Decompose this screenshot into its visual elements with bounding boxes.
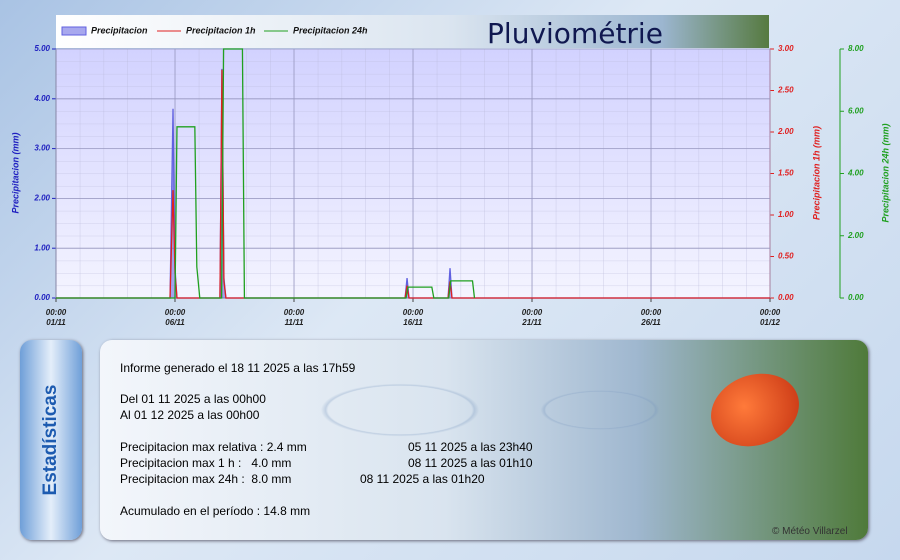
stats-title: Estadísticas	[40, 384, 61, 496]
x-tick-label: 00:00 26/11	[640, 308, 662, 327]
y3-tick-label: 2.00	[847, 231, 864, 240]
report-line: Informe generado el 18 11 2025 a las 17h…	[120, 361, 356, 375]
y3-tick-label: 4.00	[847, 169, 864, 178]
max-label: Precipitacion max 24h : 8.0 mm	[120, 472, 292, 486]
y-tick-label: 3.00	[34, 144, 50, 153]
y2-tick-label: 2.50	[777, 86, 794, 95]
total-line: Acumulado en el período : 14.8 mm	[120, 504, 311, 518]
credit: © Météo Villarzel	[772, 526, 848, 537]
y-axis-title: Precipitacion (mm)	[10, 132, 20, 213]
y2-tick-label: 2.00	[777, 127, 794, 136]
y2-tick-label: 1.00	[778, 210, 794, 219]
period-to: Al 01 12 2025 a las 00h00	[120, 408, 260, 422]
y-tick-label: 0.00	[34, 293, 50, 302]
max-when: 05 11 2025 a las 23h40	[408, 440, 533, 454]
y-tick-label: 1.00	[34, 243, 50, 252]
y-tick-label: 2.00	[33, 194, 50, 203]
ladybug-image	[700, 361, 810, 459]
y-tick-label: 5.00	[34, 44, 50, 53]
y2-tick-label: 3.00	[778, 44, 794, 53]
chart: Pluviométrie Precipitacion (mm) Precipit…	[10, 15, 890, 302]
legend-label: Precipitacion 24h	[293, 25, 368, 35]
y3-tick-label: 0.00	[848, 293, 864, 302]
max-when: 08 11 2025 a las 01h10	[408, 456, 533, 470]
max-label: Precipitacion max relativa : 2.4 mm	[120, 440, 307, 454]
stats-tab: Estadísticas	[20, 340, 82, 540]
stats-panel: Informe generado el 18 11 2025 a las 17h…	[100, 340, 868, 540]
y2-tick-label: 1.50	[778, 169, 794, 178]
y2-axis-title: Precipitacion 1h (mm)	[811, 126, 821, 220]
y3-tick-label: 6.00	[848, 106, 864, 115]
x-tick-label: 00:00 11/11	[283, 308, 305, 327]
x-tick-label: 00:00 21/11	[521, 308, 543, 327]
chart-title: Pluviométrie	[487, 17, 663, 50]
max-when: 08 11 2025 a las 01h20	[360, 472, 485, 486]
max-label: Precipitacion max 1 h : 4.0 mm	[120, 456, 292, 470]
legend-label: Precipitacion 1h	[186, 25, 256, 35]
y2-tick-label: 0.00	[778, 293, 794, 302]
legend-label: Precipitacion	[91, 25, 148, 35]
y3-axis-title: Precipitacion 24h (mm)	[880, 123, 890, 222]
x-tick-label: 00:00 01/12	[759, 308, 781, 327]
x-tick-label: 00:00 01/11	[45, 308, 67, 327]
x-tick-label: 00:00 16/11	[402, 308, 424, 327]
period-from: Del 01 11 2025 a las 00h00	[120, 392, 266, 406]
x-tick-label: 00:00 06/11	[164, 308, 186, 327]
y3-tick-label: 8.00	[848, 44, 864, 53]
y2-tick-label: 0.50	[778, 252, 794, 261]
series-line	[56, 48, 476, 299]
y-tick-label: 4.00	[33, 94, 50, 103]
legend-swatch	[61, 26, 87, 36]
